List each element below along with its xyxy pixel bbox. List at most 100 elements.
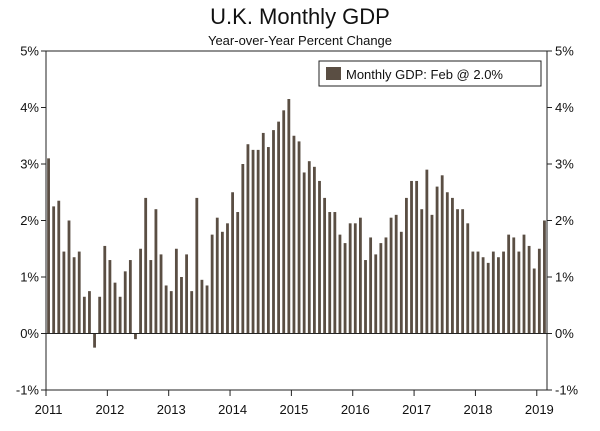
y-tick-label-right: 0% xyxy=(555,326,574,341)
bar xyxy=(98,296,102,334)
bar xyxy=(389,217,393,334)
bar xyxy=(430,214,434,334)
bar xyxy=(481,257,485,334)
bar xyxy=(52,206,56,334)
bar xyxy=(384,237,388,334)
bar xyxy=(292,135,296,334)
axes-layer: -1% -1% 0% 0% 1% 1% 2% 2% 3% 3% 4% 4% 5% 5% 2011 2012 20… xyxy=(16,44,579,418)
y-tick-label-left: 3% xyxy=(20,157,39,172)
bar xyxy=(251,149,255,334)
bar xyxy=(190,291,194,334)
bar xyxy=(491,251,495,334)
bar xyxy=(369,237,373,334)
bar xyxy=(215,217,219,334)
bar xyxy=(246,144,250,334)
x-tick-label: 2017 xyxy=(402,402,431,417)
bar xyxy=(451,197,454,334)
bar xyxy=(394,214,398,334)
bar xyxy=(440,175,444,334)
bar xyxy=(302,172,306,334)
legend-box xyxy=(318,60,542,87)
bar xyxy=(497,257,500,334)
bar xyxy=(272,130,275,334)
bar xyxy=(323,197,327,334)
bar xyxy=(522,234,526,334)
bar xyxy=(236,212,240,334)
bar xyxy=(113,282,117,334)
bar xyxy=(169,291,173,334)
x-tick-label: 2019 xyxy=(525,402,554,417)
bar xyxy=(425,169,429,334)
bars-layer xyxy=(47,99,546,348)
bar xyxy=(62,251,66,334)
bar xyxy=(231,192,234,334)
bar xyxy=(185,254,188,334)
bar xyxy=(282,110,286,334)
bar xyxy=(307,161,311,334)
y-tick-label-left: 1% xyxy=(20,270,39,285)
bar xyxy=(517,251,521,334)
bar xyxy=(195,197,199,334)
bar xyxy=(220,231,224,334)
y-tick-label-right: 3% xyxy=(555,157,574,172)
bar xyxy=(435,186,439,334)
legend-label: Monthly GDP: Feb @ 2.0% xyxy=(346,67,503,82)
y-tick-label-left: 2% xyxy=(20,213,39,228)
bar xyxy=(261,132,265,334)
bar xyxy=(532,268,536,334)
x-tick-label: 2014 xyxy=(218,402,247,417)
y-tick-label-right: -1% xyxy=(555,383,579,398)
bar xyxy=(88,291,91,334)
chart-title: U.K. Monthly GDP xyxy=(210,4,390,29)
bar xyxy=(174,248,178,334)
bar xyxy=(343,243,347,334)
bar xyxy=(456,209,459,334)
plot-area-frame xyxy=(45,50,548,391)
bar xyxy=(399,231,403,334)
x-tick-label: 2011 xyxy=(35,402,63,417)
bar xyxy=(502,251,505,334)
x-tick-label: 2018 xyxy=(464,402,493,417)
bar xyxy=(139,248,142,334)
bar xyxy=(379,243,383,334)
x-tick-label: 2015 xyxy=(279,402,308,417)
bar xyxy=(103,245,107,334)
bar xyxy=(159,254,163,334)
bar xyxy=(77,251,81,334)
y-tick-label-right: 1% xyxy=(555,270,574,285)
bar xyxy=(297,141,301,334)
bar xyxy=(205,285,209,334)
bar xyxy=(241,164,245,334)
bar xyxy=(200,279,204,334)
bar xyxy=(410,180,413,334)
bar xyxy=(471,251,475,334)
x-tick-label: 2016 xyxy=(341,402,370,417)
bar xyxy=(287,99,291,334)
bar xyxy=(512,237,516,334)
bar xyxy=(486,262,490,334)
bar xyxy=(210,234,214,334)
bar xyxy=(348,223,352,334)
bar xyxy=(57,200,61,334)
bar xyxy=(333,212,337,334)
y-tick-label-left: 0% xyxy=(20,326,39,341)
bar xyxy=(154,209,158,334)
bar xyxy=(128,260,132,334)
bar xyxy=(180,277,183,334)
bar xyxy=(507,234,511,334)
bar xyxy=(420,209,424,334)
bar xyxy=(461,209,465,334)
bar xyxy=(72,257,76,334)
bar xyxy=(108,260,112,334)
bar xyxy=(476,251,480,334)
bar xyxy=(47,158,50,334)
bar xyxy=(164,285,168,334)
bar xyxy=(318,180,321,334)
bar xyxy=(527,245,531,334)
y-tick-label-right: 2% xyxy=(555,213,574,228)
bar xyxy=(374,254,378,334)
bar xyxy=(134,333,137,340)
bar xyxy=(353,223,357,334)
bar xyxy=(466,223,470,334)
